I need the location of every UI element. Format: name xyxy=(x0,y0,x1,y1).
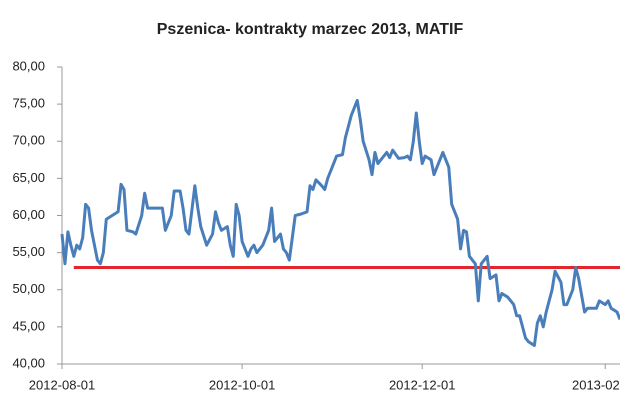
x-tick-label: 2013-02-01 xyxy=(572,377,620,392)
y-tick-label: 75,00 xyxy=(12,96,45,111)
y-tick-label: 80,00 xyxy=(12,58,45,73)
y-tick-label: 45,00 xyxy=(12,318,45,333)
x-tick-label: 2012-10-01 xyxy=(209,377,276,392)
y-tick-label: 65,00 xyxy=(12,170,45,185)
y-tick-label: 60,00 xyxy=(12,207,45,222)
data-line xyxy=(60,98,620,347)
y-tick-label: 70,00 xyxy=(12,133,45,148)
y-tick-label: 40,00 xyxy=(12,355,45,370)
x-tick-label: 2012-12-01 xyxy=(389,377,456,392)
y-tick-label: 55,00 xyxy=(12,244,45,259)
chart-title: Pszenica- kontrakty marzec 2013, MATIF xyxy=(157,21,464,38)
y-tick-label: 50,00 xyxy=(12,281,45,296)
x-tick-label: 2012-08-01 xyxy=(29,377,96,392)
